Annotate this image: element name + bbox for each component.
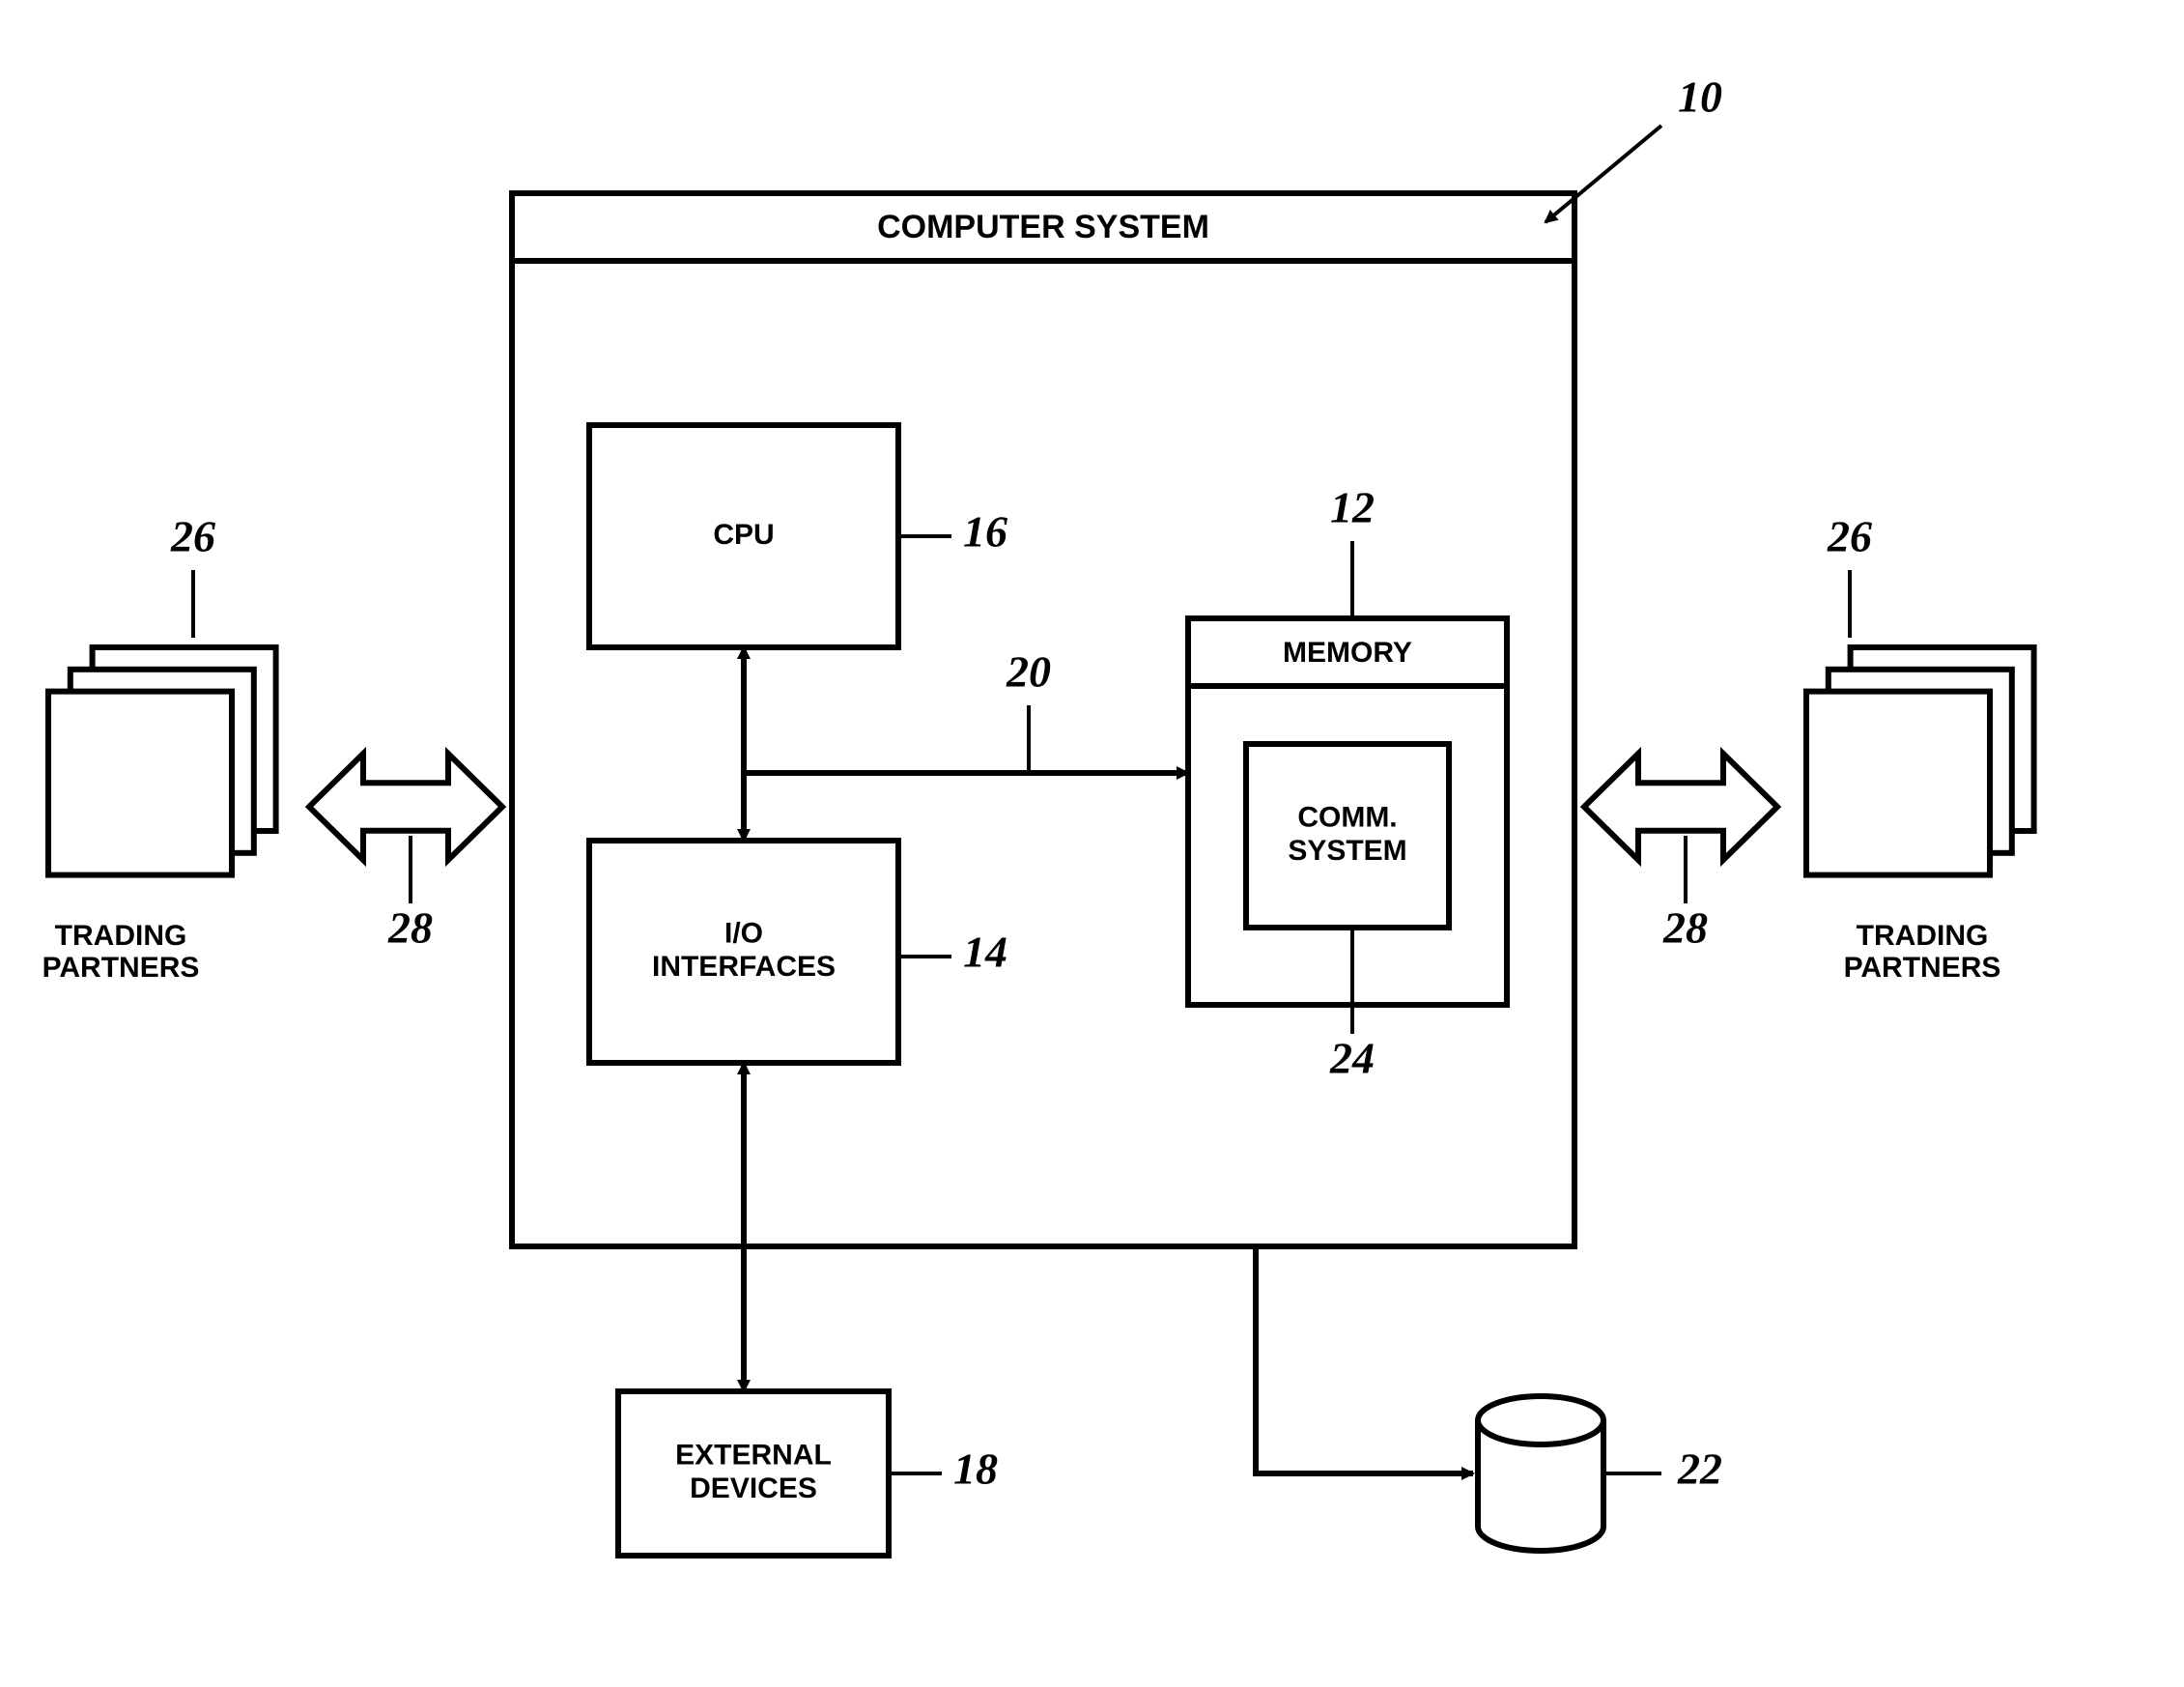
ref-r28L: 28 <box>387 903 433 953</box>
trading-partners-left-label-0: TRADING <box>55 920 187 952</box>
trading-partners-right-label-0: TRADING <box>1857 920 1989 952</box>
comm-system-box-label-0: COMM. <box>1297 802 1397 834</box>
ref-r24: 24 <box>1329 1034 1375 1083</box>
ref-r12: 12 <box>1330 483 1375 532</box>
ref-r20: 20 <box>1006 647 1051 697</box>
ref-r26L: 26 <box>170 512 215 561</box>
ref-r10: 10 <box>1678 72 1722 122</box>
ref-r28R: 28 <box>1662 903 1708 953</box>
ref-r26R: 26 <box>1827 512 1872 561</box>
trading-partners-left-label-1: PARTNERS <box>43 952 200 984</box>
io-box-label-1: INTERFACES <box>652 951 836 983</box>
trading-partners-right-icon-sheet-0 <box>1806 692 1990 875</box>
computer-system-title: COMPUTER SYSTEM <box>877 209 1209 245</box>
comm-system-box-label-1: SYSTEM <box>1288 835 1406 867</box>
ref-r16: 16 <box>963 507 1007 557</box>
io-box-label-0: I/O <box>724 918 763 950</box>
database-top <box>1478 1396 1603 1444</box>
memory-title: MEMORY <box>1283 637 1412 669</box>
cpu-box-label: CPU <box>713 519 774 551</box>
ref-r14: 14 <box>963 928 1007 977</box>
trading-partners-right-label-1: PARTNERS <box>1844 952 2001 984</box>
trading-partners-left-icon-sheet-0 <box>48 692 232 875</box>
external-devices-box-label-1: DEVICES <box>690 1473 817 1504</box>
ref-r18: 18 <box>953 1444 998 1494</box>
ref-r22: 22 <box>1677 1444 1722 1494</box>
external-devices-box-label-0: EXTERNAL <box>675 1440 832 1472</box>
